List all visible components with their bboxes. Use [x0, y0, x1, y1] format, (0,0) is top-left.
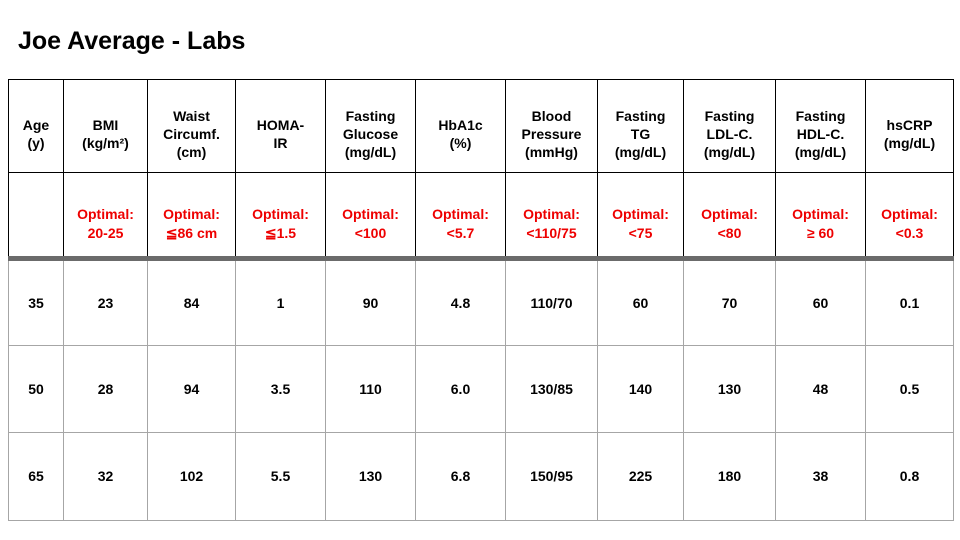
header-cell-fasting-tg: Fasting TG (mg/dL): [597, 79, 684, 173]
cell-blood-pressure: 110/70: [505, 256, 598, 346]
cell-hba1c: 6.8: [415, 432, 506, 521]
cell-fasting-ldl: 70: [683, 256, 776, 346]
header-cell-waist-circumf: Waist Circumf. (cm): [147, 79, 236, 173]
page-title: Joe Average - Labs: [18, 27, 246, 55]
cell-blood-pressure: 130/85: [505, 345, 598, 433]
cell-hscrp: 0.1: [865, 256, 954, 346]
header-cell-hscrp: hsCRP (mg/dL): [865, 79, 954, 173]
cell-fasting-hdl: 60: [775, 256, 866, 346]
labs-table: Age (y) BMI (kg/m²) Waist Circumf. (cm) …: [8, 79, 954, 521]
header-cell-hba1c: HbA1c (%): [415, 79, 506, 173]
cell-age: 35: [8, 256, 64, 346]
header-cell-blood-pressure: Blood Pressure (mmHg): [505, 79, 598, 173]
header-cell-bmi: BMI (kg/m²): [63, 79, 148, 173]
cell-waist-circumf: 102: [147, 432, 236, 521]
cell-homa-ir: 3.5: [235, 345, 326, 433]
cell-fasting-hdl: 48: [775, 345, 866, 433]
optimal-cell-homa-ir: Optimal: ≦1.5: [235, 172, 326, 259]
optimal-row: Optimal: 20-25 Optimal: ≦86 cm Optimal: …: [8, 172, 954, 259]
cell-homa-ir: 5.5: [235, 432, 326, 521]
cell-fasting-ldl: 180: [683, 432, 776, 521]
cell-age: 50: [8, 345, 64, 433]
header-cell-fasting-ldl: Fasting LDL-C. (mg/dL): [683, 79, 776, 173]
optimal-cell-hba1c: Optimal: <5.7: [415, 172, 506, 259]
cell-hba1c: 6.0: [415, 345, 506, 433]
cell-fasting-tg: 225: [597, 432, 684, 521]
optimal-cell-fasting-ldl: Optimal: <80: [683, 172, 776, 259]
optimal-cell-waist-circumf: Optimal: ≦86 cm: [147, 172, 236, 259]
header-cell-fasting-glucose: Fasting Glucose (mg/dL): [325, 79, 416, 173]
header-cell-homa-ir: HOMA- IR: [235, 79, 326, 173]
cell-fasting-hdl: 38: [775, 432, 866, 521]
optimal-cell-age-blank: [8, 172, 64, 259]
cell-bmi: 28: [63, 345, 148, 433]
cell-bmi: 23: [63, 256, 148, 346]
cell-blood-pressure: 150/95: [505, 432, 598, 521]
cell-fasting-tg: 140: [597, 345, 684, 433]
data-row-age-35: 35 23 84 1 90 4.8 110/70 60 70 60 0.1: [8, 256, 954, 346]
cell-fasting-glucose: 90: [325, 256, 416, 346]
header-row: Age (y) BMI (kg/m²) Waist Circumf. (cm) …: [8, 79, 954, 173]
optimal-cell-fasting-glucose: Optimal: <100: [325, 172, 416, 259]
header-cell-fasting-hdl: Fasting HDL-C. (mg/dL): [775, 79, 866, 173]
cell-hscrp: 0.5: [865, 345, 954, 433]
optimal-cell-hscrp: Optimal: <0.3: [865, 172, 954, 259]
optimal-cell-bmi: Optimal: 20-25: [63, 172, 148, 259]
optimal-cell-fasting-tg: Optimal: <75: [597, 172, 684, 259]
cell-fasting-ldl: 130: [683, 345, 776, 433]
cell-fasting-glucose: 130: [325, 432, 416, 521]
data-row-age-65: 65 32 102 5.5 130 6.8 150/95 225 180 38 …: [8, 432, 954, 521]
data-row-age-50: 50 28 94 3.5 110 6.0 130/85 140 130 48 0…: [8, 345, 954, 433]
optimal-cell-blood-pressure: Optimal: <110/75: [505, 172, 598, 259]
cell-fasting-tg: 60: [597, 256, 684, 346]
cell-hscrp: 0.8: [865, 432, 954, 521]
optimal-cell-fasting-hdl: Optimal: ≥ 60: [775, 172, 866, 259]
cell-homa-ir: 1: [235, 256, 326, 346]
cell-age: 65: [8, 432, 64, 521]
cell-bmi: 32: [63, 432, 148, 521]
cell-waist-circumf: 84: [147, 256, 236, 346]
cell-hba1c: 4.8: [415, 256, 506, 346]
cell-waist-circumf: 94: [147, 345, 236, 433]
cell-fasting-glucose: 110: [325, 345, 416, 433]
header-cell-age: Age (y): [8, 79, 64, 173]
